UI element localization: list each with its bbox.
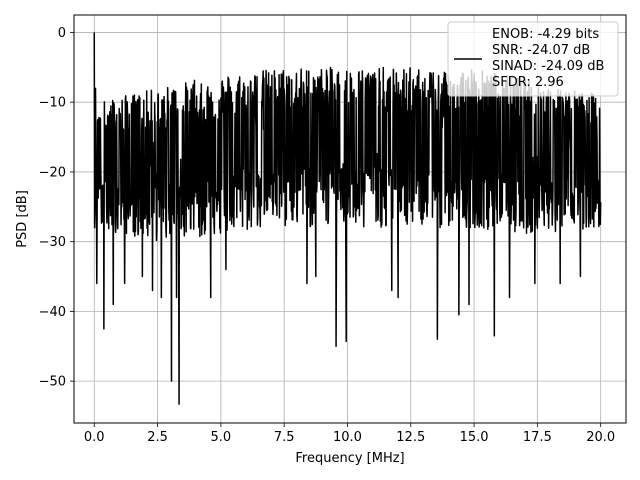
legend-entry-enob: ENOB: -4.29 bits xyxy=(492,27,599,42)
x-tick-label: 12.5 xyxy=(396,430,425,445)
y-tick-label: 0 xyxy=(58,26,66,41)
x-tick-label: 5.0 xyxy=(211,430,232,445)
legend: ENOB: -4.29 bits SNR: -24.07 dB SINAD: -… xyxy=(447,21,619,97)
x-tick-label: 0.0 xyxy=(84,430,105,445)
x-tick-label: 2.5 xyxy=(147,430,168,445)
x-tick-label: 15.0 xyxy=(460,430,489,445)
y-tick-label: −10 xyxy=(39,96,66,111)
x-tick-label: 20.0 xyxy=(586,430,615,445)
y-tick-label: −20 xyxy=(39,165,66,180)
y-tick-label: −30 xyxy=(39,235,66,250)
legend-entry-snr: SNR: -24.07 dB xyxy=(492,43,590,58)
legend-entry-sinad: SINAD: -24.09 dB xyxy=(492,59,604,74)
y-axis-ticks: 0 −10 −20 −30 −40 −50 xyxy=(39,26,74,390)
x-tick-label: 10.0 xyxy=(333,430,362,445)
axes-frame xyxy=(73,14,627,424)
legend-entry-sfdr: SFDR: 2.96 xyxy=(492,75,564,90)
y-axis-label: PSD [dB] xyxy=(15,190,30,248)
x-tick-label: 17.5 xyxy=(523,430,552,445)
legend-box xyxy=(447,21,619,97)
y-tick-label: −40 xyxy=(39,305,66,320)
x-axis-label: Frequency [MHz] xyxy=(295,451,404,466)
psd-series-line xyxy=(93,32,602,405)
y-tick-label: −50 xyxy=(39,375,66,390)
plot-area xyxy=(93,32,602,405)
x-axis-ticks: 0.0 2.5 5.0 7.5 10.0 12.5 15.0 17.5 20.0 xyxy=(84,423,615,445)
x-tick-label: 7.5 xyxy=(274,430,295,445)
